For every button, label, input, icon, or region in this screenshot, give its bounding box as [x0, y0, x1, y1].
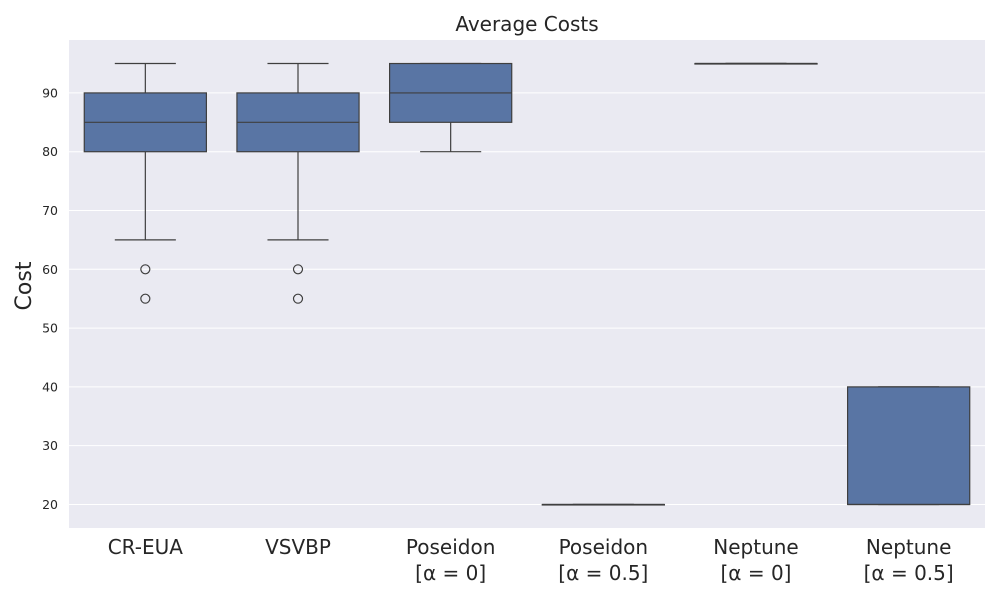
chart-title: Average Costs	[455, 12, 598, 36]
box-group	[694, 62, 818, 65]
x-tick-label-line2: [α = 0]	[721, 561, 792, 585]
x-tick-label: VSVBP	[265, 535, 331, 559]
box	[846, 386, 971, 506]
grid-lines	[69, 92, 985, 505]
box-series	[83, 62, 971, 506]
outlier-point	[292, 264, 304, 275]
box-group	[83, 62, 208, 304]
box-group	[236, 62, 360, 304]
outlier-point	[140, 293, 151, 304]
x-tick-label-line2: [α = 0.5]	[558, 561, 648, 585]
y-tick-label: 70	[42, 203, 58, 218]
box-group	[541, 503, 665, 506]
x-tick-label-line2: [α = 0]	[415, 561, 486, 585]
y-tick-label: 20	[42, 497, 58, 512]
x-tick-label: Neptune	[866, 535, 951, 559]
y-tick-label: 50	[42, 321, 58, 336]
y-tick-label: 60	[42, 262, 58, 277]
x-tick-label: Poseidon	[559, 535, 648, 559]
y-tick-label: 80	[42, 144, 58, 159]
box-group	[846, 386, 971, 506]
plot-area	[69, 40, 985, 528]
box-group	[389, 62, 513, 153]
x-axis-labels: CR-EUA VSVBP Poseidon[α = 0]Poseidon[α = 0…	[108, 535, 954, 585]
y-axis-ticks: 20 30 40 50 60 70 80 90	[42, 85, 58, 512]
x-tick-label: Poseidon	[406, 535, 495, 559]
y-tick-label: 90	[42, 85, 58, 100]
x-tick-label: Neptune	[713, 535, 798, 559]
x-tick-label-line2: [α = 0.5]	[864, 561, 954, 585]
outlier-point	[140, 264, 151, 275]
y-tick-label: 40	[42, 379, 58, 394]
outlier-point	[292, 293, 304, 304]
y-axis-label: Cost	[12, 261, 37, 310]
x-tick-label: CR-EUA	[108, 535, 184, 559]
y-tick-label: 30	[42, 438, 58, 453]
